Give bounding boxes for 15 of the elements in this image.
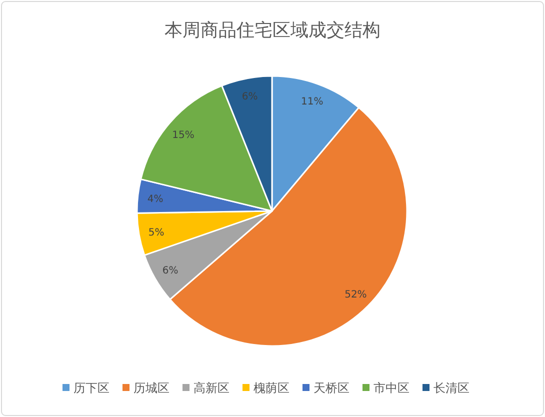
legend-label: 高新区 [194, 381, 230, 395]
data-label: 11% [301, 96, 324, 108]
legend-label: 天桥区 [314, 381, 350, 395]
legend-label: 历下区 [74, 381, 110, 395]
legend-label: 历城区 [134, 381, 170, 395]
data-label: 15% [172, 130, 194, 142]
chart-title: 本周商品住宅区域成交结构 [164, 20, 380, 41]
data-label: 4% [147, 194, 164, 205]
legend-label: 长清区 [434, 381, 470, 395]
data-label: 5% [148, 227, 164, 238]
legend-label: 槐荫区 [254, 381, 290, 395]
data-label: 6% [162, 266, 178, 277]
legend-label: 市中区 [374, 381, 410, 395]
data-label: 6% [242, 92, 258, 103]
data-label: 52% [344, 289, 367, 300]
